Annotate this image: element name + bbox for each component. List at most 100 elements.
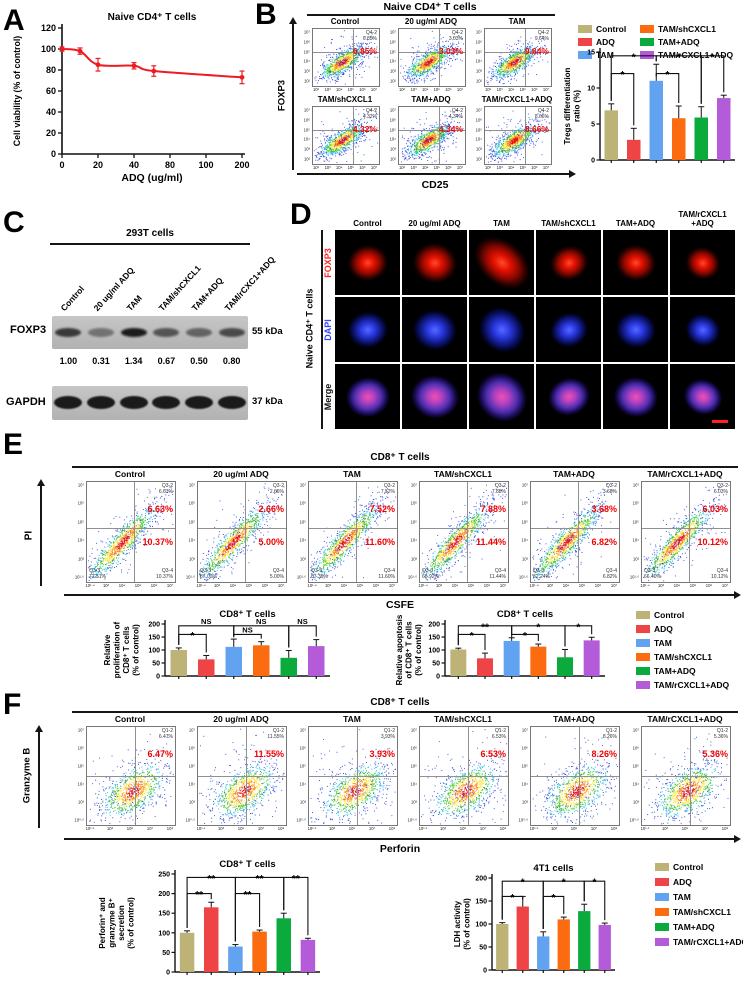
flow-y-tick: 10³ (77, 556, 84, 562)
flow-x-tick: 10³ (546, 583, 554, 588)
panel-label-b: B (255, 0, 277, 31)
quadrant-percentage: 5.36% (702, 749, 728, 759)
fluorescence-image (335, 364, 400, 429)
x-axis-arr ow-line (64, 838, 734, 840)
flow-x-tick: 10⁵ (347, 87, 354, 92)
bar (627, 139, 641, 160)
flow-plot-area: Q3-2 6.63% 6.63% 10.37% Q3-3 72.51% Q3-4 10.37% (86, 481, 176, 583)
flow-y-tick: 10³ (475, 146, 482, 152)
flow-x-tick: 10⁵ (347, 165, 354, 170)
quadrant-label: Q3-4 10.37% (156, 568, 173, 580)
quadrant-label: Q3-4 6.82% (602, 568, 617, 580)
fluorescence-image (469, 297, 534, 362)
sig-bracket (511, 633, 539, 642)
flow-x-tick: 10⁶ (594, 583, 602, 588)
bar (179, 932, 195, 972)
scale-bar (712, 420, 728, 423)
flow-x-tick: 10³ (496, 165, 503, 170)
flow-y-tick: 10⁰·⁶ (74, 817, 84, 823)
legend-item: TAM/rCXCL1+ADQ (655, 937, 743, 947)
protein-band (186, 328, 212, 337)
flow-x-tick: 10⁵ (578, 583, 586, 588)
flow-x-tick: 10⁷ (370, 165, 378, 170)
flow-y-tick: 10³ (77, 799, 84, 805)
sig-label: * (191, 631, 195, 642)
quadrant-percentage: 9.64% (524, 46, 549, 56)
flow-plot: TAM+ADQ Q4-2 4.34% 4.34% 10⁷ 10⁶ 10⁵ 10⁴ 10³ 10² 1… (387, 95, 473, 173)
legend-swatch (640, 51, 654, 59)
quadrant-gate-horizontal (399, 52, 465, 53)
protein-band (55, 328, 82, 337)
flow-plot: Control Q4-2 6.85% 6.85% 10⁷ 10⁶ 10⁵ 10⁴ 10³ 10² 1… (301, 17, 387, 95)
flow-y-tick: 10⁷ (410, 482, 417, 488)
cell-blob (677, 372, 728, 421)
flow-y-tick: 10⁷ (410, 727, 417, 733)
flow-y-tick: 10⁵ (521, 519, 528, 525)
data-point (131, 63, 137, 69)
flow-y-tick: 10⁷ (77, 482, 84, 488)
flow-plot-title: 20 ug/ml ADQ (213, 469, 269, 479)
y-tick-label: 0 (166, 970, 170, 977)
sig-bracket (564, 625, 593, 647)
legend-swatch (636, 611, 650, 619)
chart-title: Naive CD4⁺ T cells (108, 12, 197, 23)
flow-y-tick: 10⁶ (77, 500, 84, 506)
flow-y-tick: 10⁶ (188, 500, 195, 506)
flow-x-tick: 10⁶ (359, 165, 366, 170)
y-tick-label: 0 (591, 158, 595, 165)
quadrant-label: Q3-4 11.60% (378, 568, 395, 580)
quadrant-percentage: 6.47% (147, 749, 173, 759)
legend-item: TAM+ADQ (636, 666, 696, 676)
legend-swatch (636, 625, 650, 633)
flow-x-tick: 10⁵ (519, 87, 526, 92)
chart-ylabel: Cell viability (% of control) (12, 36, 22, 147)
legend-item: Control (636, 610, 684, 620)
flow-x-tick: 10⁷ (479, 826, 487, 831)
flow-x-tick: 10⁷ (456, 87, 464, 92)
legend-item: TAM/rCXCL1+ADQ (640, 50, 733, 60)
flow-x-tick: 10⁴ (421, 87, 429, 92)
quadrant-label: Q3-4 11.44% (489, 568, 506, 580)
flow-plot-area: Q4-2 4.32% 4.32% (312, 106, 380, 165)
sig-label: * (632, 52, 636, 63)
flow-y-tick: 10⁷ (77, 727, 84, 733)
band-intensity-value: 0.80 (222, 356, 241, 366)
flow-scatter (198, 482, 286, 582)
secretion-bar-chart: CD8⁺ T cells Perforin⁺ and granzyme B⁺ secr… (98, 859, 320, 977)
flow-x-tick: 10¹·⁴ (529, 583, 539, 588)
legend-label: Control (654, 610, 685, 620)
legend-item: TAM (636, 638, 672, 648)
flow-plot: TAM Q3-2 7.52% 7.52% 11.60% Q3-3 67.39% Q3-4 11.… (294, 469, 405, 591)
x-axis-arrowhead-icon (734, 834, 741, 843)
flow-plot: TAM+ADQ Q3-2 3.68% 3.68% 6.82% Q3-3 82.24% Q3-4… (516, 469, 627, 591)
fluorescence-image (603, 364, 668, 429)
flow-x-tick: 10⁷ (257, 826, 265, 831)
fluorescence-image (670, 297, 735, 362)
sig-label: ** (256, 874, 264, 885)
quadrant-percentage: 7.52% (369, 504, 395, 514)
bar (496, 924, 509, 970)
bar (578, 911, 591, 970)
flow-x-tick: 10⁷ (701, 826, 709, 831)
flow-x-tick: 10⁵ (356, 583, 364, 588)
foxp3-blot-strip (52, 316, 248, 349)
bar (516, 906, 529, 970)
legend-swatch (578, 25, 592, 33)
flow-x-tick: 10⁸ (388, 826, 396, 831)
chart-title: CD8⁺ T cells (497, 609, 553, 620)
fluorescence-image (335, 297, 400, 362)
cell-blob (469, 297, 534, 362)
cell-blob (613, 308, 658, 351)
flow-x-tick: 10⁷ (166, 583, 174, 588)
flow-x-tick: 10¹·⁴ (640, 583, 650, 588)
legend-label: TAM+ADQ (654, 666, 696, 676)
panel-d: D Naive CD4⁺ T cells Control 20 ug/ml ADQ… (288, 198, 743, 432)
quadrant-label: Q3-2 7.88% (491, 483, 506, 495)
chart-ylabel: Relative (103, 634, 112, 665)
viability-line-chart: Naive CD4⁺ T cells Cell viability (% of c… (12, 12, 250, 184)
legend-item: TAM (655, 892, 691, 902)
d-row-label: DAPI (323, 318, 333, 341)
legend-swatch (655, 878, 669, 886)
